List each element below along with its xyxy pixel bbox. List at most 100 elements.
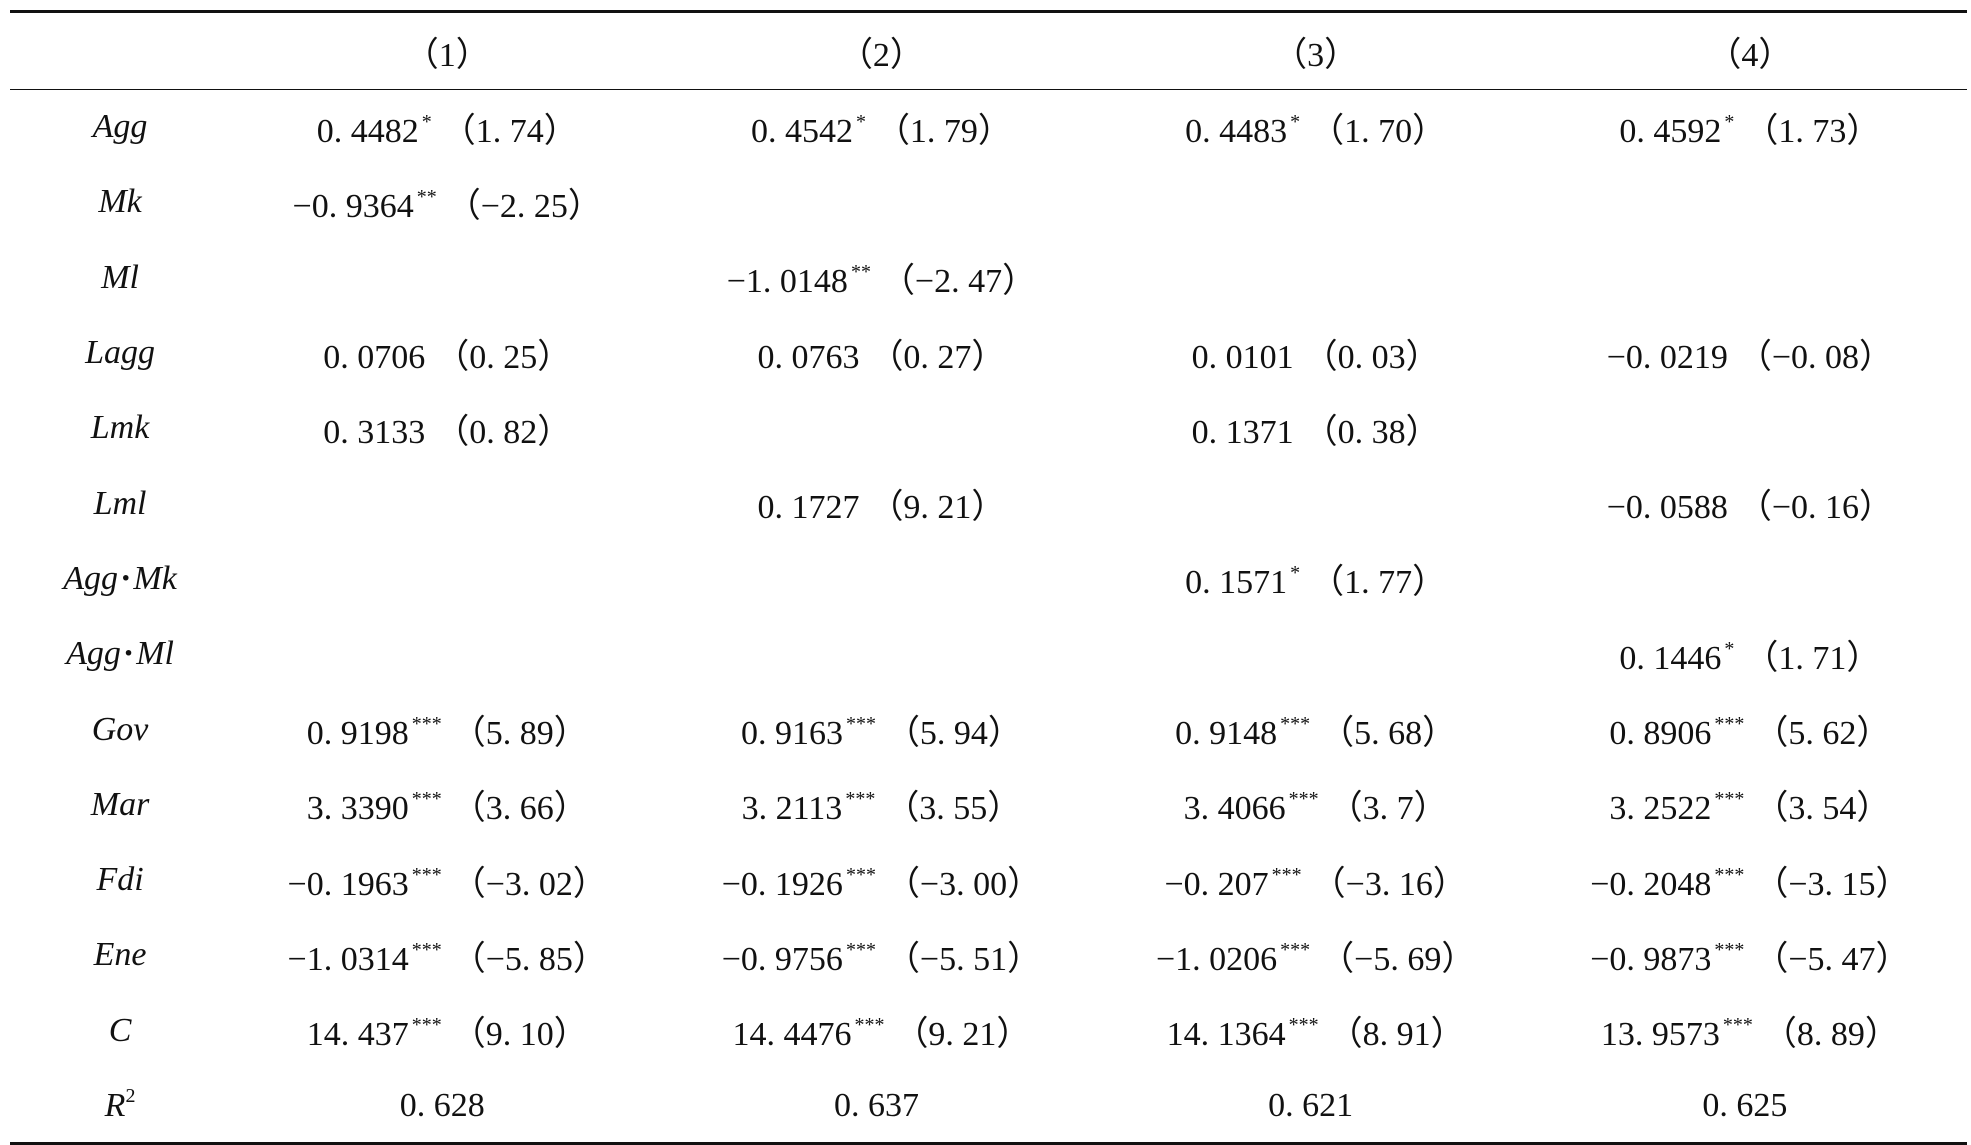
t-statistic: （−3. 02） (451, 865, 607, 903)
table-row: Ml −1. 0148 ** （−2. 47） (10, 240, 1967, 315)
t-statistic: （5. 68） (1320, 715, 1457, 753)
significance-stars: *** (845, 863, 876, 886)
variable-name: Fdi (10, 842, 230, 917)
coefficient-value: −0. 207 (1164, 865, 1269, 903)
significance-stars: * (421, 110, 432, 133)
coefficient-cell-model-4: 13. 9573 *** （8. 89） (1533, 993, 1967, 1068)
coefficient-cell-model-2: 0. 637 (664, 1068, 1098, 1143)
coefficient-value: −0. 0588 (1606, 489, 1728, 527)
coefficient-cell-model-1: −0. 9364 ** （−2. 25） (230, 165, 664, 240)
coefficient-value: −0. 9873 (1590, 940, 1712, 978)
coefficient-value: 0. 0706 (323, 338, 426, 376)
coefficient-value: 0. 4482 (316, 112, 419, 150)
coefficient-value: 0. 4542 (750, 112, 853, 150)
coefficient-cell-model-3 (1099, 617, 1533, 692)
variable-name: R2 (10, 1068, 230, 1143)
variable-name-part: Ml (136, 635, 174, 673)
significance-stars: *** (1722, 1014, 1753, 1037)
significance-stars: * (1290, 562, 1301, 585)
regression-table: （1） （2） （3） （4） Agg 0. 4482 * （1. 74） 0. 454… (10, 10, 1967, 1145)
coefficient-value: 0. 8906 (1609, 715, 1712, 753)
t-statistic: （0. 82） (435, 413, 572, 451)
coefficient-cell-model-3 (1099, 165, 1533, 240)
significance-stars: *** (1714, 788, 1745, 811)
coefficient-value: 3. 2522 (1609, 790, 1712, 828)
coefficient-value: −0. 1963 (287, 865, 409, 903)
coefficient-cell-model-1: 0. 3133 （0. 82） (230, 391, 664, 466)
t-statistic: （3. 55） (885, 790, 1022, 828)
coefficient-cell-model-1 (230, 240, 664, 315)
table-row: Agg 0. 4482 * （1. 74） 0. 4542 * （1. 79） 0. 4483… (10, 90, 1967, 165)
table-row: Agg·Ml 0. 1446 * （1. 71） (10, 617, 1967, 692)
variable-label: Lml (93, 484, 147, 522)
variable-label: Lmk (90, 409, 150, 447)
variable-label: Mar (90, 785, 150, 823)
t-statistic: （−5. 47） (1754, 940, 1910, 978)
coefficient-cell-model-2 (664, 541, 1098, 616)
variable-name: Agg·Mk (10, 541, 230, 616)
coefficient-cell-model-3: 0. 1571 * （1. 77） (1099, 541, 1533, 616)
coefficient-value: 0. 0763 (757, 338, 860, 376)
header-variable (10, 12, 230, 90)
coefficient-value: 0. 1727 (757, 489, 860, 527)
coefficient-cell-model-3 (1099, 466, 1533, 541)
t-statistic: （9. 21） (894, 1016, 1031, 1054)
table-row: R2 0. 628 0. 637 0. 621 0. 625 (10, 1068, 1967, 1144)
coefficient-value: 0. 628 (399, 1087, 485, 1125)
variable-name: Agg·Ml (10, 617, 230, 692)
coefficient-cell-model-2: 0. 4542 * （1. 79） (664, 90, 1098, 165)
significance-stars: *** (854, 1014, 885, 1037)
t-statistic: （−3. 00） (885, 865, 1042, 903)
coefficient-cell-model-1: −1. 0314 *** （−5. 85） (230, 918, 664, 993)
coefficient-cell-model-4 (1533, 391, 1967, 466)
variable-label: C (108, 1011, 132, 1049)
coefficient-value: 0. 1571 (1185, 564, 1288, 602)
coefficient-cell-model-1: 0. 0706 （0. 25） (230, 315, 664, 390)
coefficient-cell-model-1: 14. 437 *** （9. 10） (230, 993, 664, 1068)
variable-label: R (104, 1087, 126, 1125)
significance-stars: *** (411, 863, 442, 886)
variable-name: C (10, 993, 230, 1068)
t-statistic: （3. 54） (1754, 790, 1891, 828)
t-statistic: （1. 73） (1744, 112, 1881, 150)
significance-stars: * (1290, 110, 1301, 133)
coefficient-value: −1. 0314 (287, 940, 409, 978)
coefficient-cell-model-3: 0. 0101 （0. 03） (1099, 315, 1533, 390)
significance-stars: ** (416, 185, 437, 208)
coefficient-cell-model-4 (1533, 240, 1967, 315)
coefficient-value: 0. 1446 (1619, 639, 1722, 677)
t-statistic: （−3. 15） (1754, 865, 1910, 903)
coefficient-cell-model-1 (230, 617, 664, 692)
coefficient-cell-model-2: −0. 1926 *** （−3. 00） (664, 842, 1098, 917)
coefficient-value: 0. 0101 (1191, 338, 1294, 376)
coefficient-value: 0. 637 (833, 1087, 919, 1125)
coefficient-cell-model-1: 0. 628 (230, 1068, 664, 1143)
table-row: Fdi −0. 1963 *** （−3. 02） −0. 1926 *** （−3. 00… (10, 842, 1967, 917)
table-row: Lmk 0. 3133 （0. 82） 0. 1371 （0. 38） (10, 391, 1967, 466)
coefficient-cell-model-2: 3. 2113 *** （3. 55） (664, 767, 1098, 842)
interaction-dot: · (120, 559, 132, 597)
significance-stars: *** (845, 713, 876, 736)
coefficient-cell-model-4: 0. 8906 *** （5. 62） (1533, 692, 1967, 767)
significance-stars: * (1724, 110, 1735, 133)
significance-stars: *** (845, 938, 876, 961)
coefficient-value: 0. 9198 (306, 715, 409, 753)
coefficient-cell-model-4: 0. 625 (1533, 1068, 1967, 1143)
significance-stars: * (1724, 637, 1735, 660)
coefficient-cell-model-4 (1533, 165, 1967, 240)
significance-stars: *** (1280, 713, 1311, 736)
variable-name: Lmk (10, 391, 230, 466)
variable-name: Lml (10, 466, 230, 541)
t-statistic: （1. 71） (1744, 639, 1881, 677)
coefficient-value: 0. 4483 (1185, 112, 1288, 150)
variable-label: Fdi (96, 861, 144, 899)
coefficient-value: 0. 621 (1268, 1087, 1354, 1125)
coefficient-cell-model-4: 0. 1446 * （1. 71） (1533, 617, 1967, 692)
coefficient-cell-model-1: −0. 1963 *** （−3. 02） (230, 842, 664, 917)
coefficient-cell-model-4: −0. 2048 *** （−3. 15） (1533, 842, 1967, 917)
coefficient-cell-model-4 (1533, 541, 1967, 616)
coefficient-value: −0. 9364 (292, 187, 414, 225)
table-row: Lml 0. 1727 （9. 21） −0. 0588 （−0. 16） (10, 466, 1967, 541)
coefficient-value: 0. 3133 (323, 413, 426, 451)
t-statistic: （1. 77） (1310, 564, 1447, 602)
